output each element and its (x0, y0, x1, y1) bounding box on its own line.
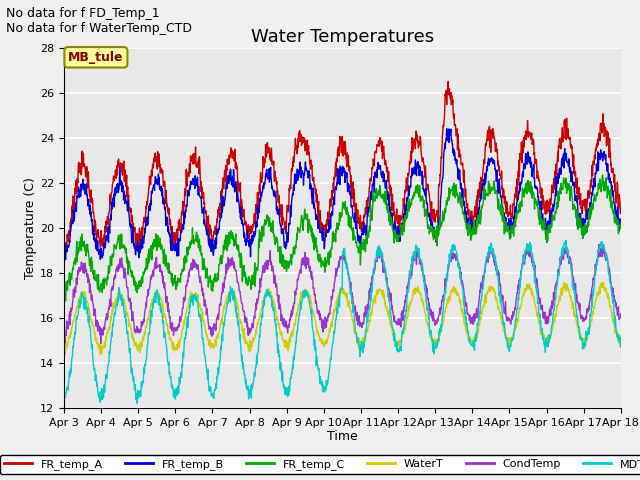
FR_temp_B (429, 228, 436, 234)
Text: No data for f WaterTemp_CTD: No data for f WaterTemp_CTD (6, 22, 193, 35)
X-axis label: Time: Time (327, 431, 358, 444)
Text: MB_tule: MB_tule (68, 51, 124, 64)
FR_temp_A (552, 180, 559, 185)
FR_temp_B (184, 188, 191, 193)
FR_temp_B (617, 220, 625, 226)
FR_temp_A (444, 79, 452, 84)
FR_temp_C (171, 278, 179, 284)
FR_temp_B (170, 244, 178, 250)
FR_temp_A (502, 211, 510, 216)
CondTemp (429, 309, 437, 315)
FR_temp_C (429, 230, 437, 236)
MDTemp_A (171, 395, 179, 401)
WaterT (60, 348, 68, 353)
CondTemp (246, 329, 254, 335)
Line: FR_temp_B: FR_temp_B (64, 129, 621, 267)
FR_temp_A (246, 230, 254, 236)
CondTemp (595, 241, 603, 247)
FR_temp_C (60, 276, 68, 282)
CondTemp (551, 284, 559, 290)
FR_temp_A (170, 235, 178, 240)
FR_temp_C (61, 298, 69, 304)
Line: FR_temp_A: FR_temp_A (64, 82, 621, 252)
FR_temp_B (502, 215, 509, 221)
Line: WaterT: WaterT (64, 282, 621, 354)
WaterT (502, 332, 509, 338)
Y-axis label: Temperature (C): Temperature (C) (24, 177, 37, 279)
WaterT (171, 348, 179, 353)
Line: FR_temp_C: FR_temp_C (64, 175, 621, 301)
Text: No data for f FD_Temp_1: No data for f FD_Temp_1 (6, 7, 160, 20)
Line: MDTemp_A: MDTemp_A (64, 240, 621, 403)
Title: Water Temperatures: Water Temperatures (251, 28, 434, 47)
MDTemp_A (60, 395, 68, 400)
FR_temp_C (599, 172, 607, 178)
FR_temp_A (184, 169, 191, 175)
MDTemp_A (133, 400, 141, 406)
FR_temp_A (60, 234, 68, 240)
FR_temp_A (209, 250, 216, 255)
WaterT (551, 311, 559, 317)
FR_temp_B (60, 264, 68, 270)
CondTemp (60, 328, 68, 334)
MDTemp_A (184, 315, 192, 321)
MDTemp_A (551, 297, 559, 303)
FR_temp_B (443, 126, 451, 132)
WaterT (617, 337, 625, 343)
WaterT (599, 279, 607, 285)
CondTemp (502, 310, 509, 316)
FR_temp_C (246, 277, 254, 283)
WaterT (61, 351, 69, 357)
FR_temp_C (617, 219, 625, 225)
WaterT (246, 348, 254, 354)
MDTemp_A (246, 390, 254, 396)
WaterT (184, 303, 192, 309)
CondTemp (617, 311, 625, 316)
FR_temp_A (617, 207, 625, 213)
WaterT (429, 338, 437, 344)
CondTemp (171, 324, 179, 330)
MDTemp_A (429, 338, 437, 344)
MDTemp_A (617, 343, 625, 349)
MDTemp_A (562, 238, 570, 243)
FR_temp_A (429, 214, 437, 219)
CondTemp (184, 276, 192, 281)
CondTemp (97, 341, 104, 347)
FR_temp_B (246, 237, 254, 242)
MDTemp_A (502, 335, 509, 341)
Line: CondTemp: CondTemp (64, 244, 621, 344)
FR_temp_B (551, 196, 559, 202)
Legend: FR_temp_A, FR_temp_B, FR_temp_C, WaterT, CondTemp, MDTemp_A: FR_temp_A, FR_temp_B, FR_temp_C, WaterT,… (0, 455, 640, 474)
FR_temp_C (551, 210, 559, 216)
FR_temp_C (502, 219, 509, 225)
FR_temp_C (184, 249, 192, 254)
